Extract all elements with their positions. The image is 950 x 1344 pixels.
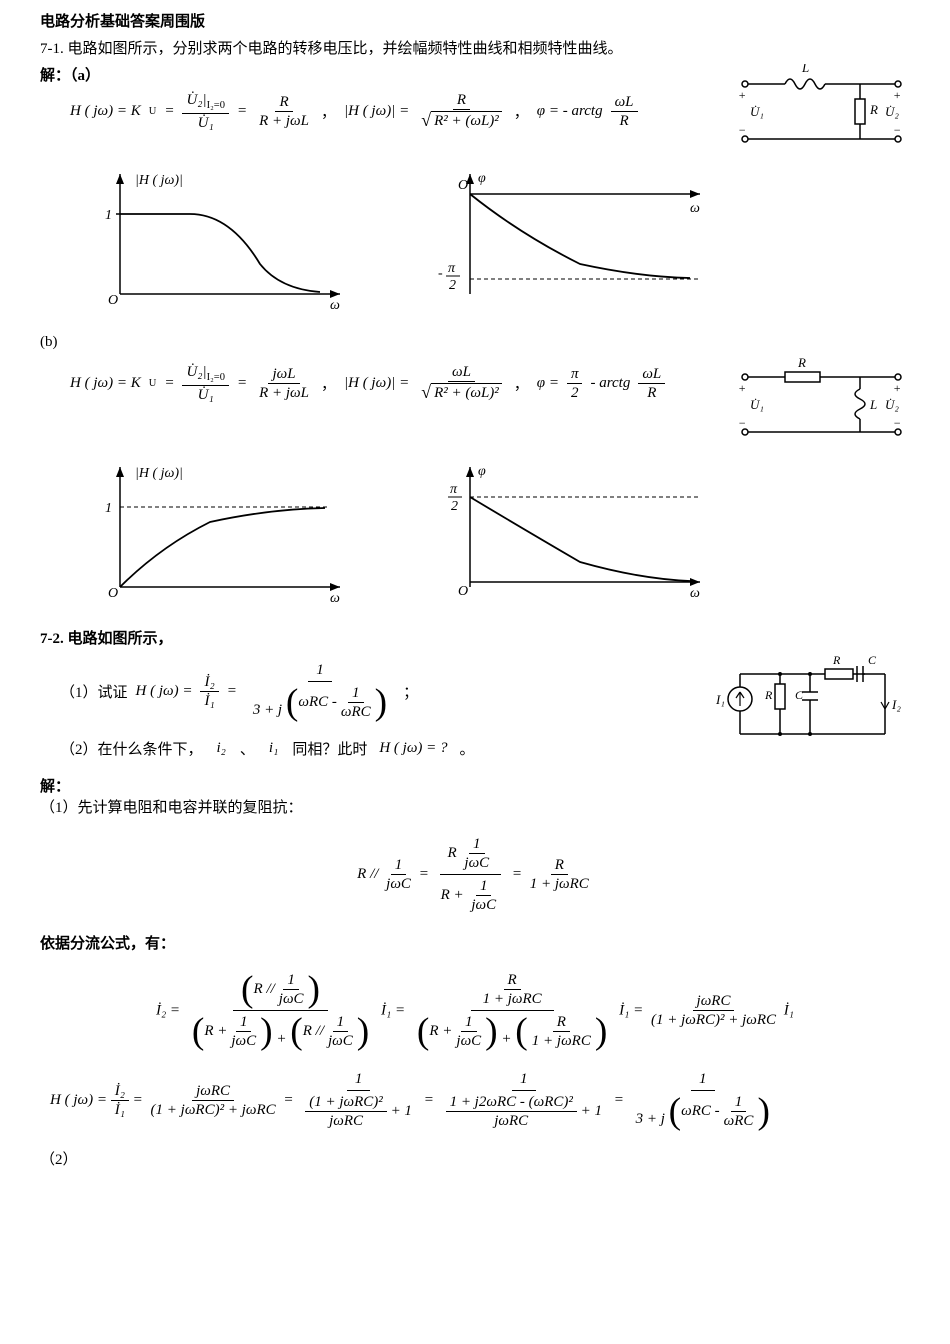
svg-text:O: O <box>108 586 118 601</box>
svg-text:π: π <box>448 261 456 276</box>
magnitude-chart-a: |H ( jω)| ω O 1 <box>80 164 360 314</box>
circuit-7-2: I₁ R C R C I₂ <box>710 654 910 754</box>
xlabel: ω <box>690 201 700 216</box>
eq-a: H ( jω) = KU = U̇₂|I₂=0 U̇₁ = R R + jωL … <box>70 91 730 132</box>
phase-chart-a: φ ω O - π 2 <box>420 164 720 314</box>
svg-text:R: R <box>764 688 773 702</box>
svg-text:U̇₂: U̇₂ <box>885 397 899 412</box>
resistor-label: R <box>797 357 806 370</box>
svg-text:ω: ω <box>690 586 700 601</box>
u1-label: U̇₁ <box>750 104 764 119</box>
one-label: 1 <box>105 208 112 223</box>
svg-text:−: − <box>893 416 901 430</box>
problem-7-1: 7-1. 电路如图所示，分别求两个电路的转移电压比，并绘幅频特性曲线和相频特性曲… <box>40 37 910 58</box>
problem-7-2: 7-2. 电路如图所示， <box>40 627 910 648</box>
svg-text:-: - <box>438 266 443 281</box>
svg-text:|H ( jω)|: |H ( jω)| <box>135 466 183 481</box>
origin: O <box>458 178 468 193</box>
eq-H-derivation: H ( jω) = İ₂ İ₁ = jωRC (1 + jωRC)² + jωR… <box>50 1069 910 1133</box>
inductor-label: L <box>869 397 877 412</box>
svg-text:U̇₁: U̇₁ <box>750 397 764 412</box>
solution-a-label: 解：（a） <box>40 64 730 85</box>
circuit-b: R L + U̇₁ − + U̇₂ − <box>730 357 910 447</box>
svg-text:C: C <box>795 688 804 702</box>
svg-text:+: + <box>893 381 901 395</box>
svg-text:2: 2 <box>451 499 458 514</box>
solution-label: 解： <box>40 775 910 796</box>
part-b-label: (b) <box>40 334 910 351</box>
origin: O <box>108 293 118 308</box>
eq-7-2-1: （1）试证 H ( jω) = İ₂ İ₁ = 1 3 + j ( ωRC - … <box>60 660 710 724</box>
eq-parallel-impedance: R // 1jωC = R 1jωC R + 1jωC = R 1 + jωRC <box>40 833 910 916</box>
svg-text:+: + <box>738 381 746 395</box>
svg-text:+: + <box>893 88 901 102</box>
svg-text:1: 1 <box>105 501 112 516</box>
svg-text:−: − <box>893 123 901 137</box>
u2-label: U̇₂ <box>885 104 899 119</box>
svg-text:+: + <box>738 88 746 102</box>
xlabel: ω <box>330 298 340 313</box>
svg-text:C: C <box>868 654 877 667</box>
ylabel: φ <box>478 171 486 186</box>
svg-text:ω: ω <box>330 591 340 606</box>
inductor-label: L <box>801 64 809 75</box>
phase-chart-b: φ ω O π 2 <box>420 457 720 607</box>
svg-text:I₁: I₁ <box>715 692 725 707</box>
svg-text:O: O <box>458 584 468 599</box>
page-title: 电路分析基础答案周围版 <box>40 10 910 31</box>
magnitude-chart-b: |H ( jω)| ω O 1 <box>80 457 360 607</box>
eq-current-divider: İ₂ = ( R // 1jωC ) (R + 1jωC) + (R // 1j… <box>40 969 910 1053</box>
solution-part2-label: （2） <box>40 1148 910 1169</box>
svg-text:R: R <box>832 654 841 667</box>
solution-part1-label: （1）先计算电阻和电容并联的复阻抗： <box>40 796 910 817</box>
svg-text:−: − <box>738 416 746 430</box>
svg-text:2: 2 <box>449 278 456 293</box>
svg-text:φ: φ <box>478 464 486 479</box>
divider-text: 依据分流公式，有： <box>40 932 910 953</box>
svg-text:−: − <box>738 123 746 137</box>
svg-text:I₂: I₂ <box>891 697 901 712</box>
ylabel: |H ( jω)| <box>135 173 183 188</box>
svg-text:π: π <box>450 482 458 497</box>
resistor-label: R <box>869 102 878 117</box>
circuit-a: L R + U̇₁ − + U̇₂ − <box>730 64 910 154</box>
eq-b: H ( jω) = KU = U̇₂|I₂=0 U̇₁ = jωL R + jω… <box>70 363 730 404</box>
eq-7-2-2: （2）在什么条件下， i₂ 、 i₁ 同相？此时 H ( jω) = ? 。 <box>60 738 710 759</box>
